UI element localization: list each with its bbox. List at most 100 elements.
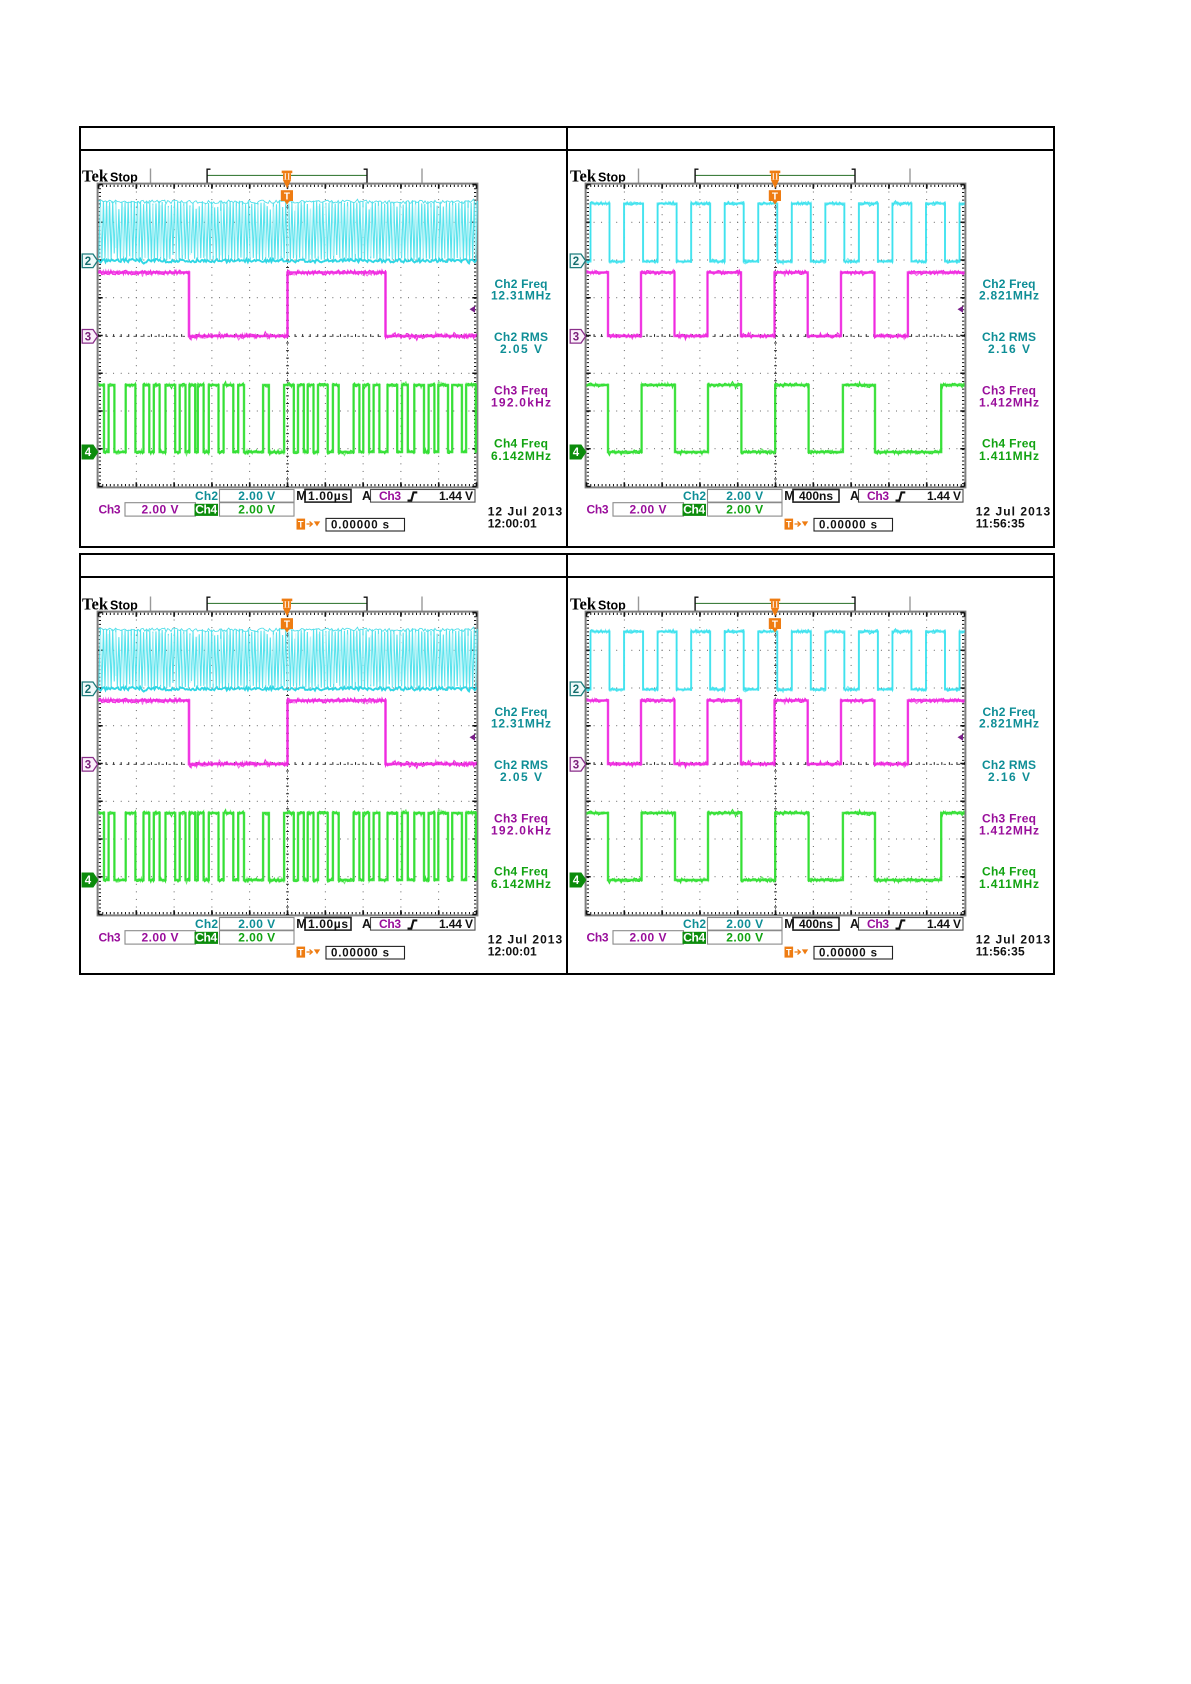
svg-text:4: 4 [85,875,92,887]
svg-text:2.00 V: 2.00 V [629,930,666,944]
svg-text:12:00:01: 12:00:01 [488,517,537,531]
svg-text:2.05 V: 2.05 V [500,770,542,784]
svg-text:0.00000 s: 0.00000 s [331,947,389,959]
svg-text:Ch3: Ch3 [99,930,121,944]
svg-text:2.00 V: 2.00 V [238,930,275,944]
svg-text:T: T [298,947,304,957]
svg-text:0.00000 s: 0.00000 s [819,947,877,959]
svg-text:1.412MHz: 1.412MHz [979,396,1039,410]
svg-text:T: T [786,520,792,530]
svg-text:1.00µs: 1.00µs [308,489,348,503]
svg-text:2.00 V: 2.00 V [726,489,763,503]
svg-text:400ns: 400ns [799,917,833,931]
svg-text:4: 4 [572,447,579,459]
svg-text:Ch3: Ch3 [99,503,121,517]
svg-text:Ch2 Freq: Ch2 Freq [495,705,548,719]
svg-text:12 Jul 2013: 12 Jul 2013 [488,504,563,518]
svg-text:6.142MHz: 6.142MHz [491,449,551,463]
svg-text:Ch2 Freq: Ch2 Freq [982,277,1035,291]
svg-text:Stop: Stop [110,171,138,185]
svg-text:Ch3: Ch3 [867,917,889,931]
svg-text:2.00 V: 2.00 V [726,503,763,517]
svg-text:Ch4 Freq: Ch4 Freq [494,437,548,451]
svg-text:2: 2 [85,684,91,696]
svg-text:M: M [784,489,794,503]
svg-text:2.821MHz: 2.821MHz [979,716,1039,730]
svg-text:1.44 V: 1.44 V [927,489,961,503]
svg-text:2.00 V: 2.00 V [629,503,666,517]
svg-text:11:56:35: 11:56:35 [975,517,1024,531]
svg-text:2.00 V: 2.00 V [142,930,179,944]
svg-text:4: 4 [572,875,579,887]
svg-text:2.16 V: 2.16 V [988,342,1030,356]
svg-text:2.821MHz: 2.821MHz [979,289,1039,303]
svg-text:4: 4 [85,447,92,459]
svg-text:2.00 V: 2.00 V [726,930,763,944]
svg-text:Ch3 Freq: Ch3 Freq [982,384,1036,398]
svg-text:12.31MHz: 12.31MHz [491,289,551,303]
svg-text:1.00µs: 1.00µs [308,917,348,931]
svg-text:2.00 V: 2.00 V [238,503,275,517]
svg-text:11:56:35: 11:56:35 [975,944,1024,958]
svg-text:Ch4: Ch4 [195,930,217,944]
svg-text:0.00000 s: 0.00000 s [331,520,389,532]
svg-text:Ch2 RMS: Ch2 RMS [982,758,1036,772]
svg-text:Ch4: Ch4 [683,930,705,944]
svg-text:Ch4: Ch4 [195,503,217,517]
svg-text:2.00 V: 2.00 V [238,917,275,931]
svg-text:Ch3 Freq: Ch3 Freq [982,811,1036,825]
svg-text:Ch2: Ch2 [683,917,706,931]
svg-text:2.00 V: 2.00 V [238,489,275,503]
svg-text:2: 2 [572,256,578,268]
svg-text:2.00 V: 2.00 V [726,917,763,931]
svg-text:Ch2 RMS: Ch2 RMS [494,330,548,344]
svg-text:1.44 V: 1.44 V [439,917,473,931]
svg-text:Ch3: Ch3 [867,489,889,503]
svg-text:3: 3 [572,759,578,771]
svg-text:1.44 V: 1.44 V [439,489,473,503]
svg-text:T: T [284,191,290,202]
svg-text:Ch2: Ch2 [195,917,218,931]
svg-text:192.0kHz: 192.0kHz [491,823,551,837]
svg-text:T: T [771,619,777,630]
svg-text:Ch3: Ch3 [379,489,401,503]
svg-text:Stop: Stop [598,171,626,185]
svg-text:1.412MHz: 1.412MHz [979,823,1039,837]
svg-text:Tek: Tek [82,167,109,186]
svg-text:12.31MHz: 12.31MHz [491,716,551,730]
svg-text:400ns: 400ns [799,489,833,503]
svg-text:2: 2 [572,684,578,696]
svg-text:T: T [284,619,290,630]
svg-text:T: T [771,191,777,202]
svg-text:M: M [296,917,306,931]
svg-text:1.411MHz: 1.411MHz [979,877,1039,891]
svg-text:Ch4 Freq: Ch4 Freq [982,437,1036,451]
svg-text:M: M [784,917,794,931]
svg-text:12 Jul 2013: 12 Jul 2013 [975,504,1050,518]
svg-text:Ch3 Freq: Ch3 Freq [494,384,548,398]
svg-text:Ch2 RMS: Ch2 RMS [494,758,548,772]
svg-text:Tek: Tek [570,594,597,613]
svg-text:Ch4: Ch4 [683,503,705,517]
svg-text:2.00 V: 2.00 V [142,503,179,517]
svg-text:1.411MHz: 1.411MHz [979,449,1039,463]
svg-text:192.0kHz: 192.0kHz [491,396,551,410]
svg-text:Ch2 Freq: Ch2 Freq [982,705,1035,719]
svg-text:Ch2 RMS: Ch2 RMS [982,330,1036,344]
svg-text:Stop: Stop [110,598,138,612]
svg-text:M: M [296,489,306,503]
svg-text:3: 3 [85,332,91,344]
svg-text:2.05 V: 2.05 V [500,342,542,356]
svg-text:Tek: Tek [570,167,597,186]
svg-text:2.16 V: 2.16 V [988,770,1030,784]
svg-text:3: 3 [85,759,91,771]
svg-text:Ch2 Freq: Ch2 Freq [495,277,548,291]
svg-text:Ch2: Ch2 [195,489,218,503]
svg-text:2: 2 [85,256,91,268]
svg-text:A: A [850,489,859,503]
svg-text:12 Jul 2013: 12 Jul 2013 [488,932,563,946]
svg-text:Ch3: Ch3 [586,503,608,517]
svg-text:3: 3 [572,332,578,344]
svg-text:T: T [786,947,792,957]
svg-text:0.00000 s: 0.00000 s [819,520,877,532]
